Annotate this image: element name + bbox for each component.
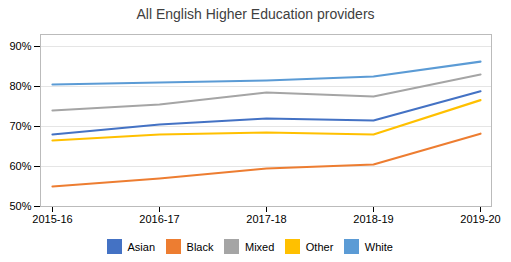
svg-text:70%: 70%	[9, 120, 31, 132]
svg-text:2019-20: 2019-20	[460, 213, 500, 225]
svg-text:2018-19: 2018-19	[353, 213, 393, 225]
svg-text:90%: 90%	[9, 40, 31, 52]
svg-text:2015-16: 2015-16	[32, 213, 72, 225]
svg-text:60%: 60%	[9, 160, 31, 172]
svg-text:2016-17: 2016-17	[139, 213, 179, 225]
svg-text:80%: 80%	[9, 80, 31, 92]
html-text:White: White	[364, 240, 393, 253]
svg-text:50%: 50%	[9, 200, 31, 212]
html-text:All English Higher Education p: All English Higher Education providers	[136, 6, 375, 22]
html-text:Other: Other	[305, 240, 334, 253]
html-text:Black: Black	[186, 240, 214, 253]
html-text:Mixed: Mixed	[245, 240, 275, 253]
html-text:Asian: Asian	[127, 240, 156, 253]
svg-text:2017-18: 2017-18	[246, 213, 286, 225]
